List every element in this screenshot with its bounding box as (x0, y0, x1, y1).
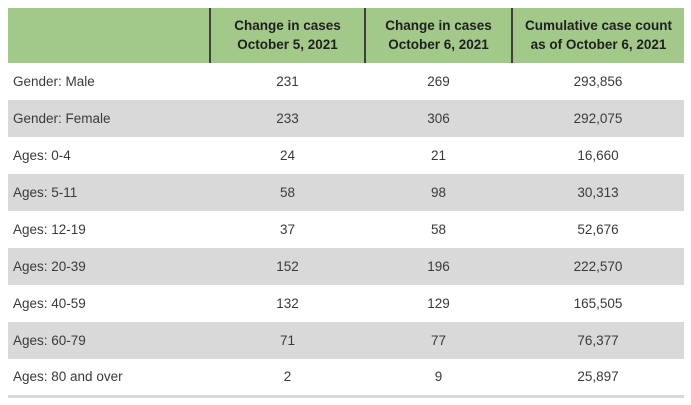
row-label: Ages: 0-4 (8, 137, 210, 174)
header-change-oct5: Change in cases October 5, 2021 (209, 8, 365, 63)
row-label: Ages: 5-11 (8, 174, 210, 211)
oct6-value: 21 (365, 137, 512, 174)
header-category-cell (8, 8, 210, 63)
row-label: Ages: 80 and over (8, 359, 210, 396)
oct6-value: 269 (365, 63, 512, 100)
oct6-value: 129 (365, 285, 512, 322)
table-body: Gender: Male 231 269 293,856 Gender: Fem… (8, 63, 684, 396)
cumulative-value: 165,505 (512, 285, 684, 322)
row-label: Ages: 12-19 (8, 211, 210, 248)
oct6-value: 306 (365, 100, 512, 137)
cumulative-value: 76,377 (512, 322, 684, 359)
cumulative-value: 30,313 (512, 174, 684, 211)
oct5-value: 233 (210, 100, 365, 137)
oct5-value: 71 (210, 322, 365, 359)
table-row: Ages: 40-59 132 129 165,505 (8, 285, 684, 322)
oct5-value: 58 (210, 174, 365, 211)
header-cumulative-oct6: Cumulative case count as of October 6, 2… (511, 8, 684, 63)
header-change-oct6: Change in cases October 6, 2021 (364, 8, 512, 63)
table-row: Ages: 80 and over 2 9 25,897 (8, 359, 684, 396)
oct6-value: 196 (365, 248, 512, 285)
oct6-value: 98 (365, 174, 512, 211)
table-row: Ages: 60-79 71 77 76,377 (8, 322, 684, 359)
cumulative-value: 293,856 (512, 63, 684, 100)
oct6-value: 9 (365, 359, 512, 396)
row-label: Gender: Male (8, 63, 210, 100)
header-row: Change in cases October 5, 2021 Change i… (8, 8, 684, 63)
oct5-value: 24 (210, 137, 365, 174)
row-label: Ages: 60-79 (8, 322, 210, 359)
table-row: Ages: 0-4 24 21 16,660 (8, 137, 684, 174)
table-row: Gender: Male 231 269 293,856 (8, 63, 684, 100)
oct6-value: 77 (365, 322, 512, 359)
cumulative-value: 52,676 (512, 211, 684, 248)
table-header: Change in cases October 5, 2021 Change i… (8, 8, 684, 63)
oct5-value: 231 (210, 63, 365, 100)
table-row: Gender: Female 233 306 292,075 (8, 100, 684, 137)
case-count-table-container: Change in cases October 5, 2021 Change i… (8, 8, 684, 398)
cumulative-value: 292,075 (512, 100, 684, 137)
cumulative-value: 25,897 (512, 359, 684, 396)
table-row: Ages: 12-19 37 58 52,676 (8, 211, 684, 248)
row-label: Gender: Female (8, 100, 210, 137)
oct5-value: 132 (210, 285, 365, 322)
table-row: Ages: 20-39 152 196 222,570 (8, 248, 684, 285)
oct6-value: 58 (365, 211, 512, 248)
cumulative-value: 16,660 (512, 137, 684, 174)
row-label: Ages: 40-59 (8, 285, 210, 322)
cumulative-value: 222,570 (512, 248, 684, 285)
oct5-value: 2 (210, 359, 365, 396)
row-label: Ages: 20-39 (8, 248, 210, 285)
oct5-value: 37 (210, 211, 365, 248)
table-row: Ages: 5-11 58 98 30,313 (8, 174, 684, 211)
oct5-value: 152 (210, 248, 365, 285)
case-count-table: Change in cases October 5, 2021 Change i… (8, 8, 684, 398)
